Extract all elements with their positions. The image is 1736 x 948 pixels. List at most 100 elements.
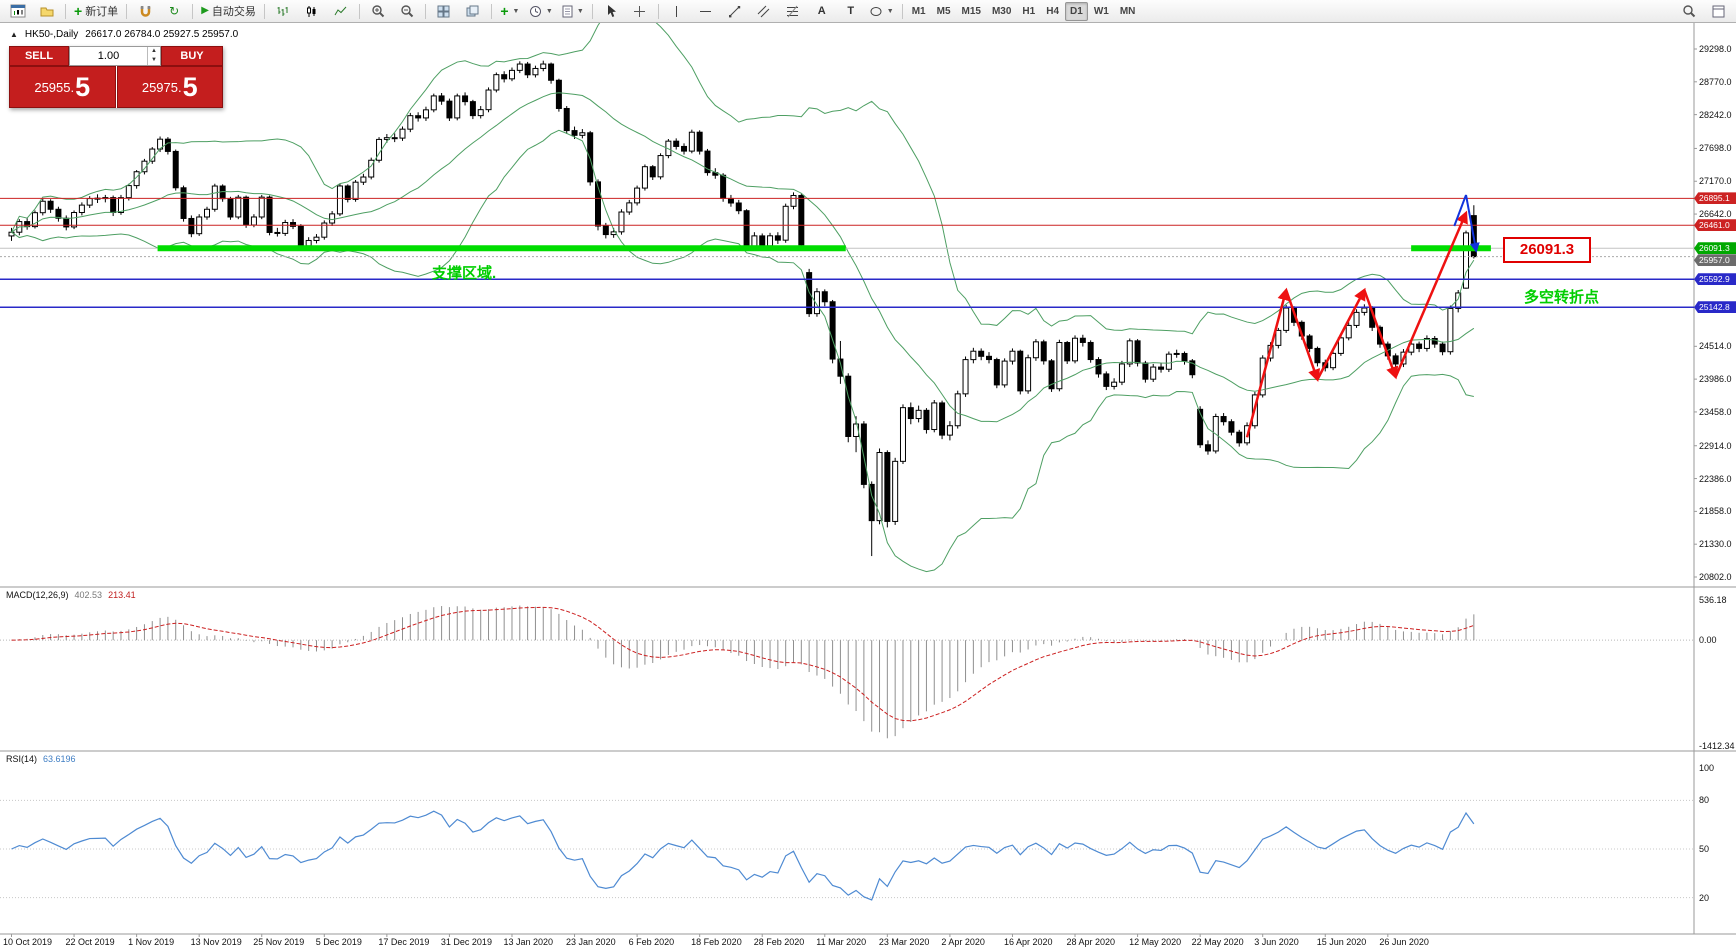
toolbar-separator [263, 3, 265, 19]
buy-price-big: 5 [182, 71, 198, 102]
horizontal-lines[interactable] [0, 197, 1694, 308]
tile-windows-icon[interactable] [430, 0, 458, 22]
crosshair-icon[interactable] [626, 0, 654, 22]
vertical-line-tool-icon[interactable] [663, 0, 691, 22]
volume-value[interactable]: 1.00 [97, 50, 120, 62]
timeframe-m5[interactable]: M5 [936, 5, 951, 17]
label-tool-icon[interactable]: T [847, 5, 855, 17]
price-tick-label: 29298.0 [1699, 44, 1732, 54]
date-axis-label: 22 May 2020 [1191, 937, 1244, 947]
date-axis-label: 23 Jan 2020 [566, 937, 616, 947]
date-axis-label: 11 Mar 2020 [816, 937, 867, 947]
new-chart-icon[interactable] [4, 0, 32, 22]
timeframe-m30[interactable]: M30 [991, 5, 1012, 17]
buy-price-button[interactable]: 25975. 5 [116, 66, 223, 108]
indicators-add-icon[interactable]: + ▼ [500, 3, 520, 19]
chevron-down-icon: ▼ [512, 7, 520, 15]
price-tick-label: 23986.0 [1699, 374, 1732, 385]
turning-point-annotation[interactable]: 多空转折点 [1524, 289, 1600, 306]
zoom-out-icon[interactable] [393, 0, 421, 22]
date-axis-label: 12 May 2020 [1129, 937, 1182, 947]
blue-arrow[interactable] [1453, 194, 1480, 253]
line-chart-icon[interactable] [327, 0, 355, 22]
spinner-up-icon[interactable]: ▲ [151, 48, 157, 54]
cursor-icon[interactable] [597, 0, 625, 22]
date-axis-label: 1 Nov 2019 [128, 937, 175, 947]
price-tag-25142.8: 25142.8 [1694, 301, 1736, 314]
buy-price-small: 25975. [141, 79, 182, 95]
price-tick-label: 28242.0 [1699, 109, 1732, 120]
new-order-button[interactable]: + 新订单 [70, 0, 122, 22]
buy-button[interactable]: BUY [161, 46, 223, 66]
macd-panel [0, 605, 1694, 739]
date-axis-label: 22 Oct 2019 [65, 937, 115, 947]
date-axis-label: 10 Oct 2019 [3, 937, 53, 947]
new-order-label: 新订单 [85, 6, 119, 18]
trendline-tool-icon[interactable] [721, 0, 749, 22]
shapes-tool-icon[interactable]: ▼ [866, 0, 898, 22]
date-axis-label: 15 Jun 2020 [1316, 937, 1367, 947]
panels-icon[interactable] [1704, 0, 1732, 22]
auto-trading-button[interactable]: ▶ 自动交易 [197, 0, 260, 22]
rsi-value: 63.6196 [43, 754, 76, 764]
magnet-icon[interactable] [131, 0, 159, 22]
search-icon[interactable] [1675, 0, 1703, 22]
bar-chart-icon[interactable] [269, 0, 297, 22]
chevron-down-icon: ▼ [576, 7, 584, 15]
date-axis-label: 31 Dec 2019 [440, 937, 492, 947]
periods-icon[interactable]: ▼ [525, 0, 557, 22]
timeframe-m1[interactable]: M1 [911, 5, 926, 17]
profiles-icon[interactable] [33, 0, 61, 22]
fibonacci-tool-icon[interactable] [779, 0, 807, 22]
price-tick-label: 20802.0 [1699, 572, 1732, 582]
macd-name: MACD(12,26,9) [6, 590, 69, 600]
channel-tool-icon[interactable] [750, 0, 778, 22]
timeframe-h4[interactable]: H4 [1046, 5, 1060, 17]
symbol-info-bar: ▲ HK50-,Daily 26617.0 26784.0 25927.5 25… [10, 29, 238, 40]
sell-button[interactable]: SELL [9, 46, 69, 66]
templates-icon[interactable]: ▼ [558, 0, 588, 22]
sell-price-button[interactable]: 25955. 5 [9, 66, 116, 108]
date-axis-label: 2 Apr 2020 [941, 937, 985, 947]
timeframe-d1[interactable]: D1 [1065, 1, 1088, 21]
date-axis-label: 16 Apr 2020 [1003, 937, 1053, 947]
macd-value-main: 402.53 [74, 590, 103, 600]
zigzag-arrows[interactable] [1245, 210, 1468, 438]
price-callout-label[interactable]: 26091.3 [1503, 237, 1591, 263]
candlestick-chart-icon[interactable] [298, 0, 326, 22]
timeframe-w1[interactable]: W1 [1093, 5, 1109, 17]
price-tag-26461.0: 26461.0 [1694, 219, 1736, 232]
macd-axis-label: 536.18 [1699, 595, 1727, 605]
rsi-axis-label: 20 [1699, 892, 1710, 903]
date-axis-label: 23 Mar 2020 [878, 937, 930, 947]
price-tick-label: 26642.0 [1699, 209, 1732, 220]
timeframe-m15[interactable]: M15 [961, 5, 981, 17]
spinner-down-icon[interactable]: ▼ [151, 57, 157, 63]
cascade-windows-icon[interactable] [459, 0, 487, 22]
timeframe-mn[interactable]: MN [1119, 5, 1136, 17]
timeframe-h1[interactable]: H1 [1022, 5, 1036, 17]
date-axis-label: 26 Jun 2020 [1379, 937, 1429, 947]
rsi-panel [0, 799, 1694, 901]
price-tick-label: 27170.0 [1699, 176, 1732, 187]
volume-spinner[interactable]: ▲ ▼ [147, 47, 160, 65]
rsi-name: RSI(14) [6, 754, 38, 764]
collapse-icon[interactable]: ▲ [10, 30, 18, 39]
refresh-icon[interactable]: ↻ [169, 4, 180, 18]
text-tool-icon[interactable]: A [817, 5, 826, 17]
timeframe-group: M1 M5 M15 M30 H1 H4 D1 W1 MN [907, 1, 1141, 21]
zoom-in-icon[interactable] [364, 0, 392, 22]
price-tick-label: 27698.0 [1699, 143, 1732, 154]
macd-label: MACD(12,26,9) 402.53 213.41 [6, 590, 136, 600]
chevron-down-icon: ▼ [886, 7, 894, 15]
date-axis-label: 5 Dec 2019 [315, 937, 362, 947]
price-tag-26895.1: 26895.1 [1694, 192, 1736, 205]
volume-input[interactable]: 1.00 ▲ ▼ [69, 46, 161, 66]
date-axis-label: 3 Jun 2020 [1254, 937, 1299, 947]
macd-value-signal: 213.41 [108, 590, 136, 600]
horizontal-line-tool-icon[interactable] [692, 0, 720, 22]
price-tag-25592.9: 25592.9 [1694, 273, 1736, 286]
support-zone-annotation[interactable]: 支撑区域. [432, 265, 497, 282]
